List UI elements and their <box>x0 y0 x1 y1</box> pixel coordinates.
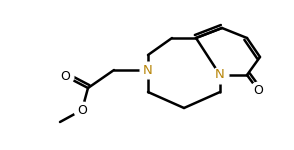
Text: O: O <box>253 84 263 96</box>
Text: N: N <box>143 63 153 76</box>
Text: N: N <box>215 69 225 81</box>
Text: O: O <box>60 69 70 82</box>
Text: O: O <box>77 103 87 117</box>
